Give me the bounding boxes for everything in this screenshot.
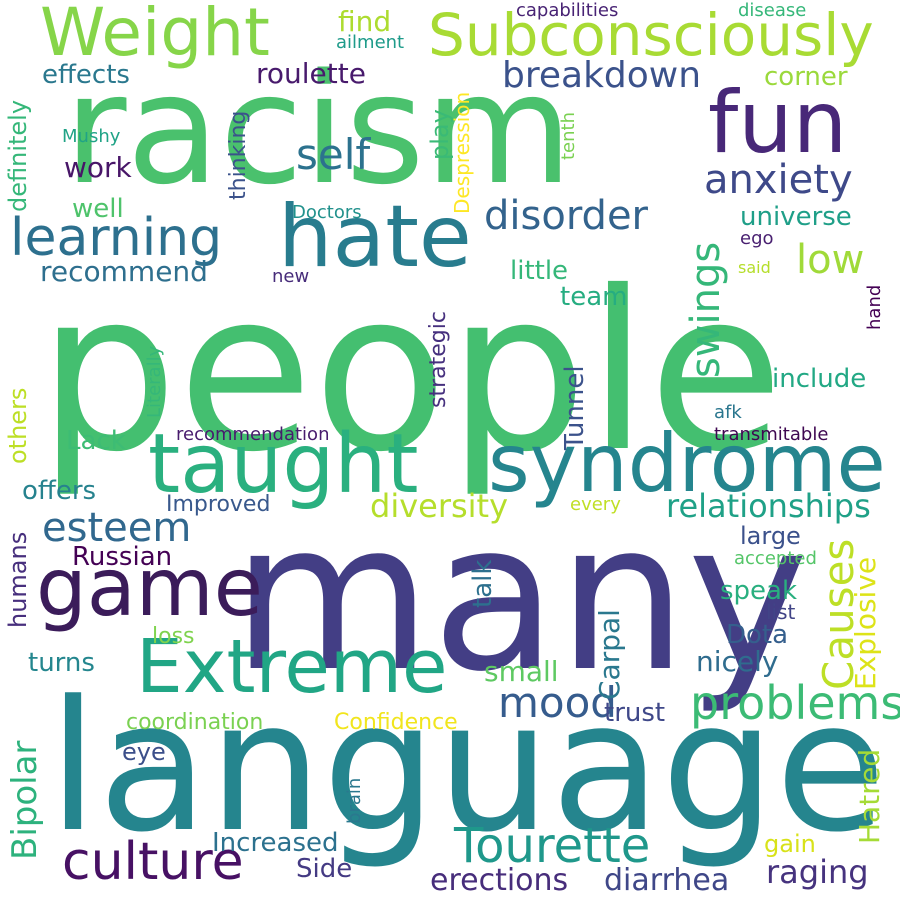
word-every: every xyxy=(570,494,621,515)
word-lack: Lack xyxy=(66,426,126,456)
word-team: team xyxy=(560,282,628,312)
word-eye: eye xyxy=(122,738,166,766)
word-turns: turns xyxy=(28,648,95,678)
word-large: large xyxy=(740,522,801,550)
word-accepted: accepted xyxy=(734,548,817,569)
word-humans: humans xyxy=(4,531,32,628)
word-roulette: roulette xyxy=(256,57,366,90)
word-erections: erections xyxy=(430,863,569,898)
word-thinking: thinking xyxy=(226,110,251,200)
word-gain: gain xyxy=(764,830,816,858)
word-dota: Dota xyxy=(726,620,789,650)
word-self: self xyxy=(296,130,371,179)
word-loss: loss xyxy=(152,624,195,649)
word-explosive: Explosive xyxy=(849,556,882,690)
word-improved: Improved xyxy=(166,492,271,517)
word-ailment: ailment xyxy=(336,32,405,53)
word-taught: taught xyxy=(148,417,419,512)
word-breakdown: breakdown xyxy=(502,55,702,96)
word-low: low xyxy=(796,237,865,283)
word-tunnel: Tunnel xyxy=(560,365,590,450)
word-tourette: Tourette xyxy=(454,818,651,874)
word-recommendation: recommendation xyxy=(176,424,330,445)
word-anxiety: anxiety xyxy=(704,157,853,203)
word-extreme: Extreme xyxy=(136,624,448,710)
word-disease: disease xyxy=(738,0,807,21)
word-diversity: diversity xyxy=(370,487,509,525)
word-play: play xyxy=(426,109,454,160)
word-subconsciously: Subconsciously xyxy=(428,1,874,69)
word-game: game xyxy=(36,541,263,634)
word-find: find xyxy=(338,5,392,38)
word-relationships: relationships xyxy=(666,487,871,525)
word-new: new xyxy=(272,266,310,287)
word-people: people xyxy=(38,244,784,500)
word-well: well xyxy=(72,194,124,224)
word-speak: speak xyxy=(720,576,798,606)
word-tenth: tenth xyxy=(558,111,579,160)
word-culture: culture xyxy=(62,832,244,892)
word-despression: Despression xyxy=(450,91,474,214)
word-mood: mood xyxy=(498,678,617,727)
word-esteem: esteem xyxy=(42,505,192,551)
word-effects: effects xyxy=(42,60,130,90)
word-many: many xyxy=(232,479,809,717)
word-work: work xyxy=(64,151,132,184)
word-learning: learning xyxy=(10,208,223,268)
word-strategic: strategic xyxy=(426,311,451,408)
word-hand: hand xyxy=(864,284,885,330)
word-language: language xyxy=(48,663,887,872)
word-afk: afk xyxy=(714,402,742,423)
word-include: include xyxy=(772,364,867,394)
word-increased: Increased xyxy=(212,828,339,858)
word-racism: racism xyxy=(64,41,573,218)
word-side: Side xyxy=(296,854,353,884)
word-mushy: Mushy xyxy=(62,126,121,147)
word-hatred: Hatred xyxy=(853,748,886,844)
word-small: small xyxy=(484,655,559,688)
word-swings: swings xyxy=(683,241,729,378)
word-little: little xyxy=(510,256,569,286)
word-definitely: definitely xyxy=(4,99,32,212)
word-transmitable: transmitable xyxy=(714,424,829,445)
word-russian: Russian xyxy=(72,542,173,572)
word-others: others xyxy=(4,387,32,464)
word-coordination: coordination xyxy=(126,710,264,735)
word-confidence: Confidence xyxy=(334,710,458,735)
word-corner: corner xyxy=(764,62,848,92)
word-raging: raging xyxy=(766,853,869,891)
word-list: list xyxy=(766,600,796,624)
word-doctors: Doctors xyxy=(292,202,362,223)
word-capabilities: capabilities xyxy=(516,0,619,21)
word-universe: universe xyxy=(740,202,852,232)
word-brain: brain xyxy=(344,777,365,824)
word-diarrhea: diarrhea xyxy=(604,863,730,898)
word-hate: hate xyxy=(278,187,472,287)
word-carpal: Carpal xyxy=(593,609,626,700)
word-talk: talk xyxy=(468,559,498,608)
word-fun: fun xyxy=(708,73,848,173)
word-syndrome: syndrome xyxy=(488,417,886,510)
word-bipolar: Bipolar xyxy=(5,740,45,860)
word-offers: offers xyxy=(22,476,97,506)
word-said: said xyxy=(738,258,771,277)
word-trust: trust xyxy=(604,698,666,728)
word-nicely: nicely xyxy=(696,645,779,678)
word-problems: problems xyxy=(690,676,900,730)
word-literally: Literally xyxy=(144,345,165,418)
word-weight: Weight xyxy=(40,0,270,71)
word-recommend: recommend xyxy=(40,255,208,288)
word-disorder: disorder xyxy=(484,193,649,239)
word-ego: ego xyxy=(740,228,774,249)
